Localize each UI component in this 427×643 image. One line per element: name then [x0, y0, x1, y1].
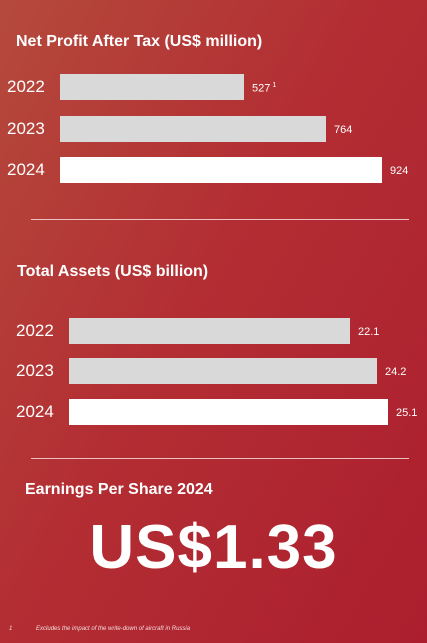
- divider-top: [31, 219, 409, 220]
- assets-value-label: 22.1: [358, 326, 380, 338]
- profit-year-label: 2024: [7, 160, 45, 179]
- profit-year-label: 2023: [7, 119, 45, 138]
- profit-value-label: 924: [390, 165, 409, 177]
- assets-year-label: 2022: [16, 321, 54, 340]
- profit-chart-title: Net Profit After Tax (US$ million): [16, 33, 263, 50]
- eps-title: Earnings Per Share 2024: [25, 481, 213, 498]
- assets-bar-2023: [69, 358, 377, 384]
- assets-year-label: 2024: [16, 402, 54, 421]
- profit-bar-2023: [60, 116, 326, 142]
- eps-value: US$1.33: [89, 513, 338, 582]
- footnote-marker: 1: [9, 626, 13, 632]
- footnote-text: Excludes the impact of the write-down of…: [36, 626, 191, 632]
- divider-bottom: [31, 458, 409, 459]
- profit-bar-2024: [60, 157, 382, 183]
- assets-chart: 2022 22.1 2023 24.2 2024 25.1: [16, 318, 418, 425]
- footnote-marker-ref: 1: [272, 82, 277, 89]
- profit-value-label: 764: [334, 124, 353, 136]
- assets-value-label: 24.2: [385, 366, 407, 378]
- assets-bar-2022: [69, 318, 350, 344]
- profit-value-label: 527 1: [252, 82, 277, 95]
- assets-bar-2024: [69, 399, 388, 425]
- profit-year-label: 2022: [7, 77, 45, 96]
- assets-value-label: 25.1: [396, 407, 418, 419]
- assets-year-label: 2023: [16, 361, 54, 380]
- footnote: 1 Excludes the impact of the write-down …: [9, 626, 190, 632]
- assets-chart-title: Total Assets (US$ billion): [17, 263, 209, 280]
- profit-chart: 2022 527 1 2023 764 2024 924: [0, 0, 427, 200]
- profit-bar-2022: [60, 74, 244, 100]
